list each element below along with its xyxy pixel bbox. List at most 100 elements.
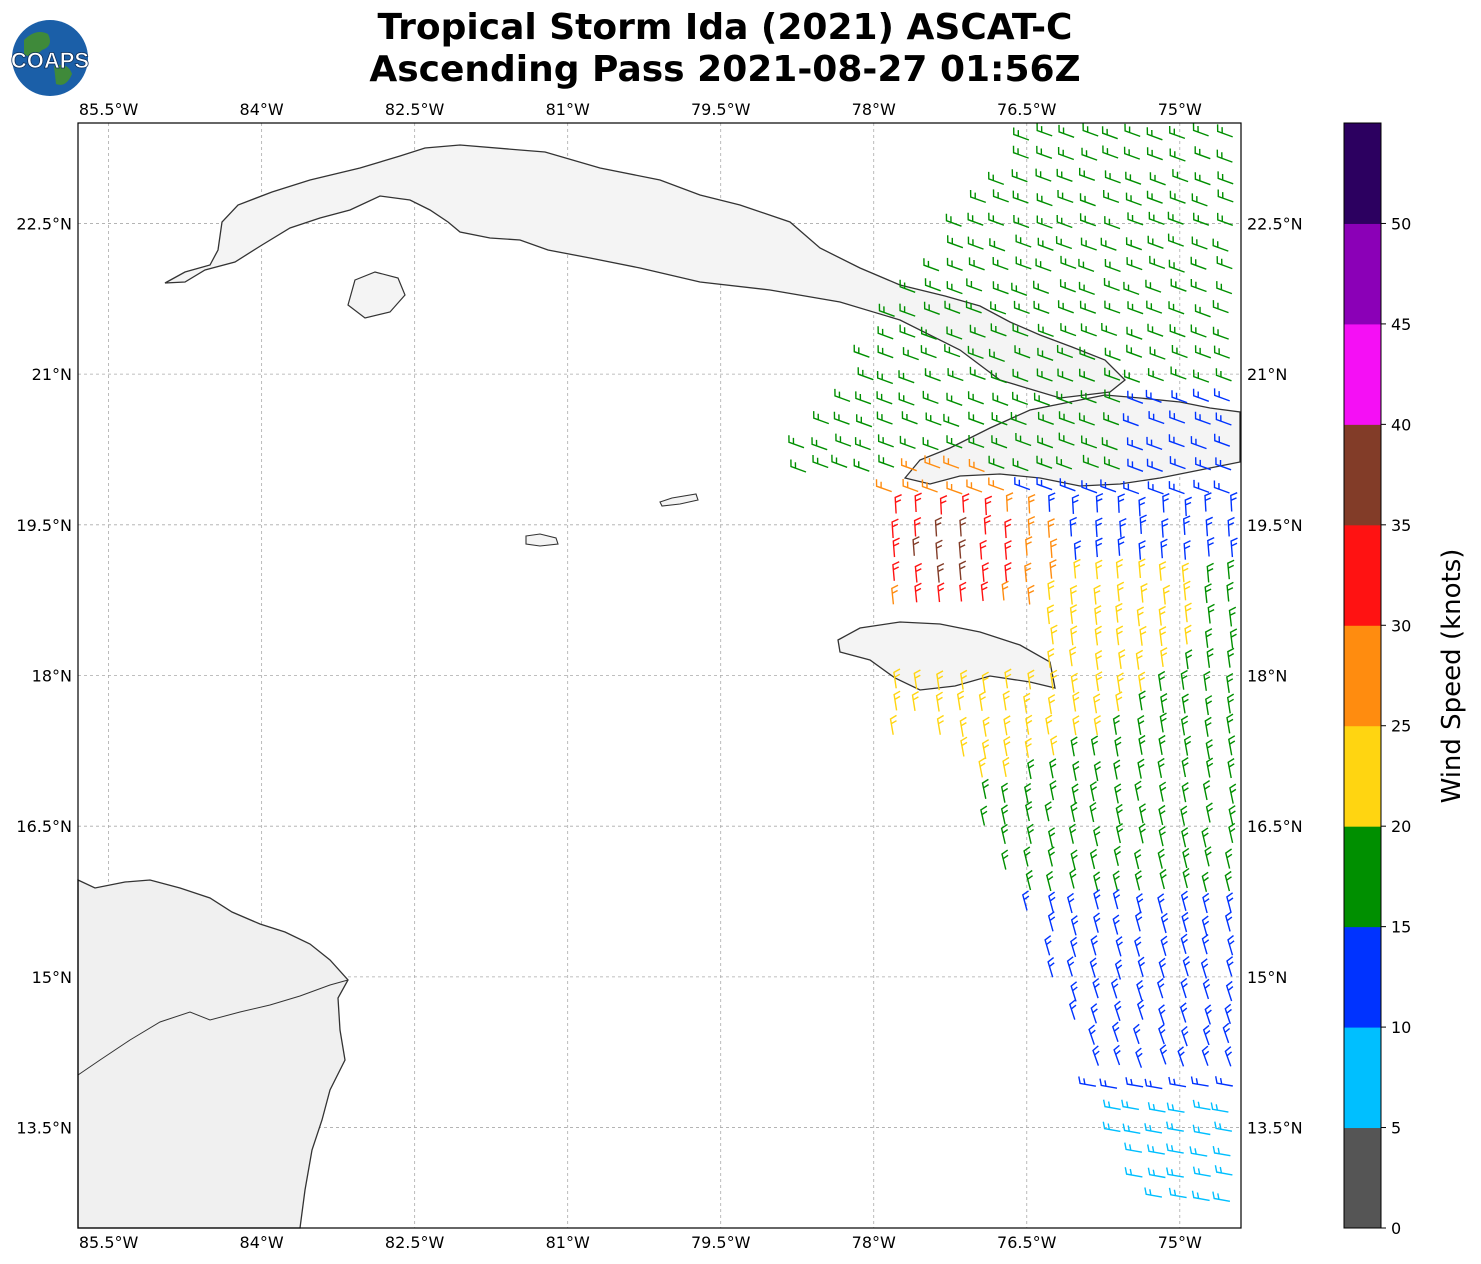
wind-barb [1147,1102,1166,1113]
wind-barb [1050,624,1058,645]
wind-barb [1094,605,1102,625]
wind-barb [1094,625,1102,646]
wind-barb [968,458,985,473]
wind-barb [1001,580,1009,601]
wind-barb [877,345,894,359]
wind-barb [944,344,961,358]
wind-barb [1012,458,1029,472]
wind-barb [911,690,919,712]
wind-barb [1146,190,1163,204]
wind-barb [968,411,985,425]
wind-barb [1113,759,1121,780]
wind-barb [1201,934,1210,955]
wind-barb [1104,347,1121,361]
wind-barb [1005,492,1014,512]
wind-barb [1115,823,1124,844]
wind-barb [1073,540,1082,560]
wind-barb [1115,558,1124,579]
wind-barb [967,212,984,226]
wind-barb [969,189,987,204]
wind-barb [1180,715,1189,736]
wind-barb [1201,915,1210,936]
wind-barb [1157,848,1165,869]
wind-barb [1081,147,1098,161]
wind-barb [943,455,960,469]
wind-barb [1069,516,1077,537]
wind-barb [1070,849,1078,870]
wind-barb [1104,367,1121,381]
wind-barb [1194,172,1211,186]
wind-barb [988,171,1005,186]
wind-barb [935,539,943,560]
wind-barb [1181,827,1189,848]
wind-barb [1180,805,1188,826]
lon-tick-label-top: 75°W [1158,100,1202,119]
wind-barb [1046,604,1055,625]
wind-barb [1095,537,1103,558]
wind-barb [1115,625,1124,646]
colorbar-tick-label: 5 [1391,1119,1401,1138]
colorbar-segment [1344,926,1381,1028]
wind-barb [1103,189,1120,204]
colorbar-tick-label: 35 [1391,516,1411,535]
wind-barb [1002,756,1010,778]
wind-barb [1025,869,1034,891]
wind-barb [1204,492,1212,512]
wind-barb [1037,435,1054,449]
wind-barb [1050,735,1058,756]
wind-barb [1213,480,1230,494]
wind-barb [1192,1099,1211,1111]
wind-barb [1192,1124,1211,1136]
wind-barb [1104,389,1121,403]
wind-barb [1124,1167,1143,1178]
wind-barb [956,690,965,711]
wind-barb [1078,1076,1097,1087]
wind-barb [1070,981,1078,1002]
wind-barb [1160,647,1168,667]
wind-barb [1205,802,1213,823]
wind-barb [947,368,964,382]
wind-barb [834,388,851,403]
wind-barb [1089,957,1098,978]
wind-barb [1104,216,1121,230]
colorbar-segment [1344,625,1381,727]
wind-barb [894,494,902,514]
lon-tick-label-top: 79.5°W [691,100,751,119]
wind-barb [1144,1123,1163,1134]
wind-barb [1127,212,1144,226]
wind-barb [812,454,829,469]
wind-barb [1125,192,1142,206]
colorbar-segment [1344,1027,1381,1129]
wind-barb [1112,714,1120,735]
wind-barb [1214,1165,1233,1176]
wind-barb [1037,323,1054,338]
wind-barb [1102,145,1119,159]
wind-barb [1004,561,1012,582]
wind-barb [1114,1000,1122,1022]
wind-barb [855,391,872,405]
wind-barb [1202,780,1211,801]
colorbar-segment [1344,323,1381,425]
wind-barb [1136,999,1145,1020]
wind-barb [1177,1046,1185,1067]
wind-barb [1180,933,1188,954]
wind-barb [1168,301,1185,315]
wind-barb [1184,624,1192,645]
wind-barb [1126,437,1144,451]
wind-barb [1158,826,1166,847]
wind-barb [892,537,900,558]
wind-barb [1125,171,1142,185]
wind-barb [1100,479,1117,493]
wind-barb [1048,891,1056,912]
wind-barb [1104,170,1121,184]
wind-barb [1229,628,1238,649]
colorbar-segment [1344,223,1381,325]
wind-barb [1103,412,1120,426]
wind-barb [1226,693,1235,714]
wind-barb [1138,803,1147,824]
wind-barb [1095,517,1103,538]
wind-barb [1015,432,1032,447]
wind-barb [1162,493,1170,513]
wind-barb [1169,125,1186,140]
wind-barb [1036,455,1053,469]
